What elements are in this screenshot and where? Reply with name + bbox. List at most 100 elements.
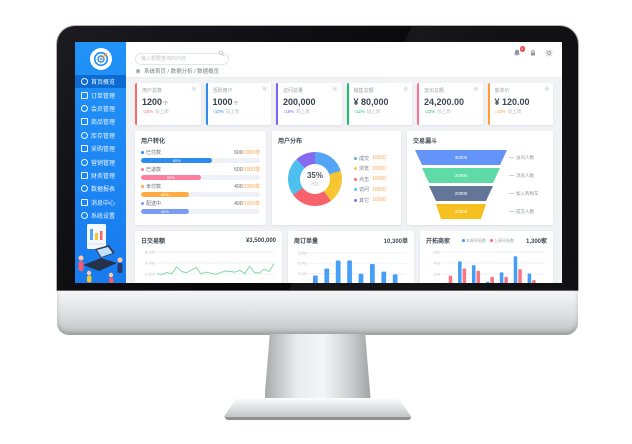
sidebar-item[interactable]: 库存管理	[75, 129, 126, 142]
legend-item: 成交 10000	[354, 155, 386, 162]
kpi-gear-icon[interactable]	[261, 86, 268, 92]
kpi-delta: ↑10% 较上周	[142, 109, 169, 114]
sidebar-item[interactable]: 采购管理	[75, 142, 126, 155]
bar-chart: 9,000 6,000 3,000	[298, 251, 407, 283]
sidebar-item[interactable]: 营销管理	[75, 155, 126, 168]
funnel-label: 成交人数	[509, 209, 534, 215]
funnel-label: 加入购物车	[509, 191, 539, 197]
kpi-card: 客单价 ¥ 120.00 ↓10% 较上周	[487, 83, 553, 125]
topbar-icons: 5	[513, 46, 553, 57]
sidebar-item[interactable]: 订单管理	[75, 88, 126, 101]
merchants-amount: 1,300家	[525, 239, 547, 245]
home-icon	[81, 78, 88, 86]
marketing-icon	[81, 158, 88, 166]
sidebar-item[interactable]: 系统设置	[75, 209, 126, 222]
progress-bar: 50%	[141, 174, 260, 180]
monitor-neck	[264, 334, 371, 398]
settings-icon	[81, 212, 88, 220]
sidebar-item[interactable]: 商品管理	[75, 115, 126, 128]
conversion-count: 400/1000单	[234, 201, 260, 207]
kpi-delta: ↑12% 较上周	[353, 109, 381, 114]
kpi-label: 销售总额	[353, 88, 374, 94]
conversion-row: 未付款 400/1000单 40%	[141, 183, 260, 197]
goods-icon	[81, 118, 88, 126]
breadcrumb-text: 系统首页 / 数据分析 / 数据概览	[144, 68, 220, 75]
svg-text:9,000: 9,000	[298, 251, 308, 255]
dashboard-screen: 首页概览 订单管理 会员管理商品管理库存管理采购管理 营销管理 财务管理 数据报表 消息中心…	[75, 42, 562, 283]
legend-item: 访问 10000	[354, 186, 386, 193]
kpi-gear-icon[interactable]	[473, 86, 479, 92]
kpi-value: 24,200.00	[424, 96, 465, 107]
svg-text:2,000: 2,000	[145, 272, 156, 277]
donut-legend: 成交 10000 浏览 10000 点击 10000 访问 10000 其它 10000	[354, 155, 386, 204]
kpi-gear-icon[interactable]	[332, 86, 338, 92]
legend-item: 点击 10000	[354, 176, 386, 183]
sidebar-item-label: 首页概览	[91, 80, 116, 87]
kpi-gear-icon[interactable]	[402, 86, 409, 92]
legend-item: 本周开拓数	[462, 238, 486, 244]
breadcrumb[interactable]: 系统首页 / 数据分析 / 数据概览	[126, 64, 562, 78]
sidebar-item-label: 商品管理	[91, 120, 116, 127]
progress-bar: 60%	[141, 157, 260, 163]
funnel-layer: 25000 浏览人数	[413, 167, 547, 184]
funnel-segment: 10000	[436, 204, 486, 219]
progress-bar: 40%	[141, 191, 260, 197]
donut-center: 35% 占比	[300, 164, 330, 194]
funnel-layer: 30000 访问人数	[413, 149, 547, 166]
panel-daily-revenue: 日交易额 ¥3,500,000 6,000 4,000 2,000	[135, 231, 282, 283]
search-box	[135, 47, 229, 65]
sidebar-item-label: 采购管理	[91, 147, 116, 154]
sidebar-item[interactable]: 财务管理	[75, 169, 126, 182]
legend-item: 其它 10000	[354, 197, 386, 204]
svg-text:400: 400	[433, 260, 440, 265]
kpi-card: 活跃用户 1000个 ↑10% 较上周	[205, 83, 271, 125]
monitor-chin	[57, 290, 578, 335]
kpi-label: 客单价	[494, 88, 510, 94]
purchase-icon	[81, 145, 88, 153]
finance-icon	[81, 171, 88, 179]
kpi-gear-icon[interactable]	[543, 86, 550, 92]
kpi-delta: ↑22% 较上周	[424, 109, 451, 114]
gear-icon[interactable]	[545, 49, 553, 57]
panel-weekly-orders: 周订单量 10,300单 9,000 6,000 3,000	[288, 231, 414, 283]
conversion-row: 配送中 400/1000单 40%	[141, 200, 260, 214]
sidebar-item[interactable]: 消息中心	[75, 196, 126, 209]
kpi-card: 访问总量 200,000 ↑19% 较上周	[276, 83, 342, 125]
svg-text:600: 600	[433, 249, 440, 254]
home-icon	[135, 68, 141, 73]
kpi-gear-icon[interactable]	[191, 86, 197, 92]
main-area: 5	[126, 42, 562, 283]
sidebar-item[interactable]: 会员管理	[75, 102, 126, 115]
lock-icon[interactable]	[529, 49, 537, 57]
search-input[interactable]	[135, 53, 229, 65]
kpi-delta: ↑19% 较上周	[283, 109, 310, 114]
notification-bell-icon[interactable]: 5	[513, 46, 525, 57]
svg-text:6,000: 6,000	[298, 262, 308, 266]
conversion-count: 400/1000单	[234, 184, 260, 190]
merchants-legend: 本周开拓数 上周开拓数	[462, 238, 514, 244]
funnel-label: 浏览人数	[509, 173, 534, 179]
weekly-amount: 10,300单	[383, 239, 408, 245]
kpi-card: 支出总额 24,200.00 ↑22% 较上周	[417, 83, 483, 125]
svg-text:200: 200	[433, 272, 440, 277]
grouped-bar-chart: 600 400 200	[433, 249, 545, 283]
sidebar-item[interactable]: 首页概览	[75, 75, 126, 89]
kpi-value: 200,000	[283, 96, 316, 107]
sidebar: 首页概览 订单管理 会员管理商品管理库存管理采购管理 营销管理 财务管理 数据报表 消息中心…	[75, 42, 126, 283]
panel-title: 用户转化	[141, 139, 166, 145]
funnel-layer: 20000 加入购物车	[413, 185, 547, 202]
panel-conversion: 用户转化 已付款 600/1000单 60% 已退款 500/1000单 50% 未付款 40…	[135, 131, 266, 225]
svg-text:6,000: 6,000	[145, 249, 156, 254]
donut-wrap: 35% 占比 成交 10000 浏览 10000 点击 10000 访问 10000 其它 100…	[278, 149, 395, 206]
sidebar-illustration-icon	[78, 224, 123, 283]
kpi-row: 用户总数 1200个 ↑10% 较上周 活跃用户 1000个 ↑10% 较上周 访问总量 200,…	[135, 83, 553, 125]
sidebar-item[interactable]: 数据报表	[75, 182, 126, 195]
svg-text:4,000: 4,000	[145, 260, 156, 265]
legend-item: 浏览 10000	[354, 165, 386, 172]
notification-badge: 5	[519, 46, 525, 52]
donut-center-value: 35%	[306, 171, 323, 180]
donut-chart: 35% 占比	[288, 152, 342, 206]
kpi-label: 支出总额	[424, 88, 445, 94]
funnel-label: 访问人数	[509, 155, 534, 161]
line-chart: 6,000 4,000 2,000	[145, 249, 275, 277]
